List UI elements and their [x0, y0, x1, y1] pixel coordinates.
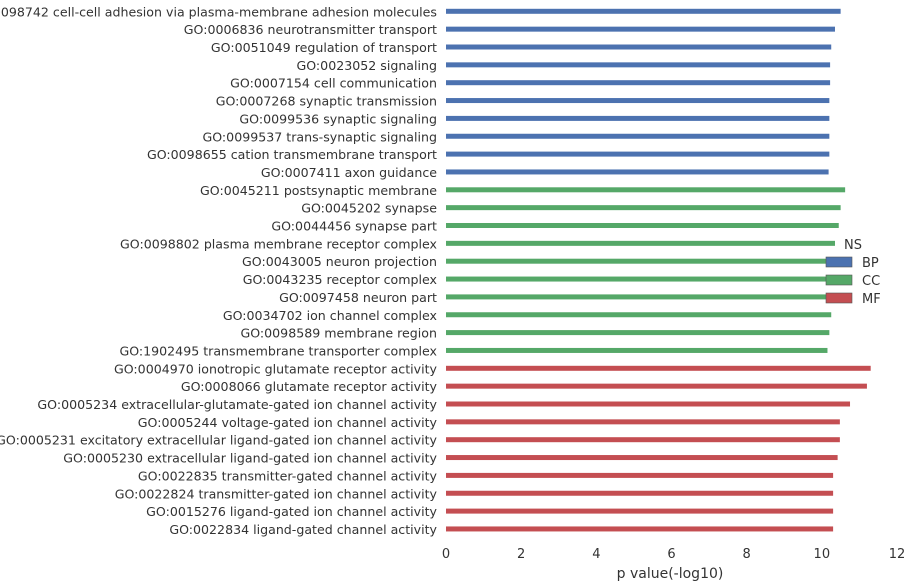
y-tick-label: GO:0015276 ligand-gated ion channel acti… — [146, 504, 437, 519]
bar-7 — [446, 115, 830, 121]
y-tick-label: GO:0005230 extracellular ligand-gated io… — [63, 451, 437, 466]
bar-30 — [446, 526, 834, 532]
y-tick-label: GO:0005234 extracellular-glutamate-gated… — [37, 397, 437, 412]
y-tick-label: GO:0099536 synaptic signaling — [239, 111, 437, 126]
bar-13 — [446, 223, 839, 228]
x-tick-label: 10 — [814, 547, 831, 562]
y-tick-label: GO:0097458 neuron part — [279, 290, 437, 305]
y-tick-label: GO:0098802 plasma membrane receptor comp… — [120, 236, 438, 251]
bar-28 — [446, 490, 834, 496]
bar-14 — [446, 240, 835, 246]
bar-5 — [446, 80, 831, 86]
bar-16 — [446, 276, 832, 282]
y-tick-label: GO:0043235 receptor complex — [243, 272, 438, 287]
bar-6 — [446, 98, 830, 104]
legend-label-mf: MF — [862, 292, 881, 307]
y-tick-label: GO:0034702 ion channel complex — [223, 308, 438, 323]
bar-9 — [446, 151, 830, 157]
x-tick-label: 4 — [592, 547, 600, 562]
legend-label-bp: BP — [862, 256, 879, 271]
bar-29 — [446, 508, 834, 514]
y-tick-label: GO:0022834 ligand-gated channel activity — [169, 522, 437, 537]
x-tick-label: 12 — [889, 547, 906, 562]
bar-4 — [446, 62, 831, 68]
bar-20 — [446, 347, 828, 353]
y-tick-label: GO:0022824 transmitter-gated ion channel… — [115, 486, 438, 501]
y-tick-label: GO:0007268 synaptic transmission — [216, 94, 437, 109]
bar-1 — [446, 8, 841, 14]
x-tick-label: 2 — [517, 547, 525, 562]
bars-layer — [446, 8, 871, 532]
y-tick-label: GO:0098589 membrane region — [240, 326, 437, 341]
y-tick-label: GO:0045211 postsynaptic membrane — [200, 183, 437, 198]
bar-24 — [446, 419, 840, 425]
bar-10 — [446, 169, 829, 175]
bar-18 — [446, 312, 832, 318]
y-tick-label: GO:0004970 ionotropic glutamate receptor… — [114, 361, 438, 376]
y-tick-label: GO:0023052 signaling — [296, 58, 437, 73]
legend-swatch-cc — [825, 274, 853, 286]
y-tick-label: GO:0099537 trans-synaptic signaling — [202, 129, 437, 144]
legend-swatch-bp — [825, 256, 853, 268]
y-tick-label: GO:0098655 cation transmembrane transpor… — [147, 147, 437, 162]
y-tick-label: GO:0022835 transmitter-gated channel act… — [138, 468, 438, 483]
x-axis-label: p value(-log10) — [617, 566, 724, 582]
bar-8 — [446, 133, 830, 139]
y-tick-label: GO:0007154 cell communication — [230, 76, 437, 91]
x-tick-label: 6 — [667, 547, 675, 562]
y-tick-label: GO:0007411 axon guidance — [261, 165, 437, 180]
y-tick-label: GO:0044456 synapse part — [271, 219, 437, 234]
y-tick-label: GO:0045202 synapse — [301, 201, 437, 216]
bar-25 — [446, 437, 840, 443]
bar-11 — [446, 187, 846, 193]
bar-2 — [446, 26, 835, 32]
bar-22 — [446, 383, 867, 389]
x-tick-label: 8 — [743, 547, 751, 562]
y-tick-label: GO:0051049 regulation of transport — [211, 40, 437, 55]
bar-26 — [446, 455, 838, 461]
x-tick-labels: 0 2 4 6 8 10 12 — [442, 547, 905, 562]
y-tick-label: GO:0005231 excitatory extracellular liga… — [0, 433, 438, 448]
y-tick-label: GO:1902495 transmembrane transporter com… — [119, 343, 437, 358]
bar-19 — [446, 330, 830, 336]
y-tick-label: GO:0005244 voltage-gated ion channel act… — [138, 415, 438, 430]
y-tick-labels: GO:0098742 cell-cell adhesion via plasma… — [0, 4, 438, 537]
y-tick-label: GO:0043005 neuron projection — [242, 254, 437, 269]
x-tick-label: 0 — [442, 547, 450, 562]
y-tick-label: GO:0006836 neurotransmitter transport — [184, 22, 437, 37]
bar-23 — [446, 401, 851, 407]
bar-15 — [446, 258, 834, 264]
legend-title: NS — [844, 238, 862, 253]
bar-3 — [446, 44, 832, 50]
bar-12 — [446, 205, 841, 211]
legend-label-cc: CC — [862, 274, 880, 289]
y-tick-label: GO:0008066 glutamate receptor activity — [181, 379, 438, 394]
bar-21 — [446, 365, 871, 371]
bar-27 — [446, 472, 834, 478]
legend: NS BP CC MF — [825, 238, 881, 307]
y-tick-label: GO:0098742 cell-cell adhesion via plasma… — [0, 4, 437, 19]
legend-swatch-mf — [825, 292, 853, 304]
bar-17 — [446, 294, 832, 300]
